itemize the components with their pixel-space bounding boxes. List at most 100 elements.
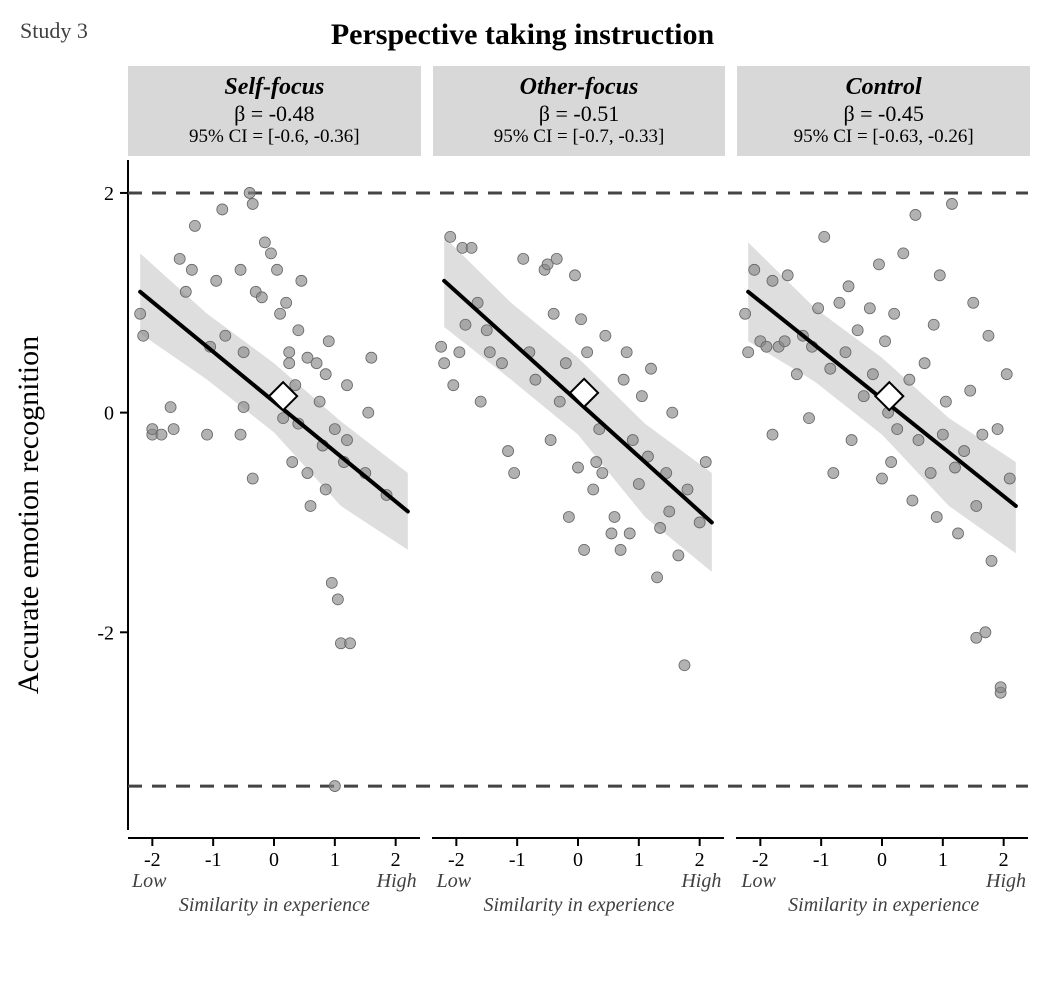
- scatter-point: [156, 429, 167, 440]
- y-tick-label: 0: [104, 403, 114, 425]
- scatter-point: [247, 473, 258, 484]
- scatter-point: [165, 402, 176, 413]
- scatter-point: [320, 484, 331, 495]
- scatter-point: [782, 270, 793, 281]
- scatter-point: [275, 308, 286, 319]
- facet-header: Controlβ = -0.4595% CI = [-0.63, -0.26]: [737, 66, 1030, 156]
- x-low-label: Low: [741, 870, 775, 893]
- scatter-point: [946, 198, 957, 209]
- scatter-point: [880, 336, 891, 347]
- scatter-point: [320, 369, 331, 380]
- scatter-point: [621, 347, 632, 358]
- scatter-point: [931, 511, 942, 522]
- facet-header: Other-focusβ = -0.5195% CI = [-0.7, -0.3…: [433, 66, 726, 156]
- scatter-point: [551, 253, 562, 264]
- scatter-point: [530, 374, 541, 385]
- scatter-point: [864, 303, 875, 314]
- x-tick-label: 0: [269, 849, 279, 870]
- x-tick-label: 1: [634, 849, 644, 870]
- x-tick-label: -1: [813, 849, 830, 870]
- scatter-point: [366, 352, 377, 363]
- scatter-point: [454, 347, 465, 358]
- scatter-point: [496, 358, 507, 369]
- scatter-point: [363, 407, 374, 418]
- scatter-point: [828, 468, 839, 479]
- scatter-point: [767, 429, 778, 440]
- scatter-point: [646, 363, 657, 374]
- scatter-point: [281, 297, 292, 308]
- scatter-point: [889, 308, 900, 319]
- scatter-point: [448, 380, 459, 391]
- scatter-point: [284, 347, 295, 358]
- scatter-point: [329, 781, 340, 792]
- scatter-point: [287, 457, 298, 468]
- scatter-point: [767, 275, 778, 286]
- scatter-point: [138, 330, 149, 341]
- scatter-point: [597, 468, 608, 479]
- scatter-point: [892, 424, 903, 435]
- x-low-label: Low: [132, 870, 166, 893]
- scatter-point: [953, 528, 964, 539]
- scatter-point: [345, 638, 356, 649]
- scatter-point: [804, 413, 815, 424]
- scatter-point: [481, 325, 492, 336]
- scatter-point: [180, 286, 191, 297]
- scatter-point: [311, 358, 322, 369]
- scatter-point: [591, 457, 602, 468]
- scatter-point: [624, 528, 635, 539]
- scatter-point: [314, 396, 325, 407]
- scatter-point: [296, 275, 307, 286]
- scatter-point: [664, 506, 675, 517]
- x-high-label: High: [377, 870, 417, 893]
- scatter-point: [235, 429, 246, 440]
- scatter-point: [679, 660, 690, 671]
- scatter-point: [302, 468, 313, 479]
- scatter-point: [293, 325, 304, 336]
- scatter-point: [761, 341, 772, 352]
- scatter-point: [904, 374, 915, 385]
- scatter-point: [925, 468, 936, 479]
- x-tick-label: -2: [752, 849, 769, 870]
- scatter-point: [983, 330, 994, 341]
- scatter-point: [977, 429, 988, 440]
- scatter-point: [959, 446, 970, 457]
- scatter-point: [545, 435, 556, 446]
- scatter-point: [445, 231, 456, 242]
- scatter-point: [202, 429, 213, 440]
- scatter-point: [238, 347, 249, 358]
- scatter-point: [877, 473, 888, 484]
- scatter-point: [813, 303, 824, 314]
- scatter-point: [910, 209, 921, 220]
- scatter-point: [913, 435, 924, 446]
- x-tick-label: 2: [999, 849, 1009, 870]
- scatter-point: [518, 253, 529, 264]
- scatter-point: [475, 396, 486, 407]
- x-tick-label: 0: [573, 849, 583, 870]
- scatter-point: [791, 369, 802, 380]
- facet-title: Control: [846, 74, 922, 100]
- scatter-point: [576, 314, 587, 325]
- scatter-point: [329, 424, 340, 435]
- facet-ci: 95% CI = [-0.7, -0.33]: [494, 126, 665, 148]
- scatter-point: [466, 242, 477, 253]
- scatter-point: [323, 336, 334, 347]
- scatter-point: [934, 270, 945, 281]
- scatter-point: [655, 522, 666, 533]
- scatter-point: [673, 550, 684, 561]
- facet-title: Other-focus: [520, 74, 639, 100]
- scatter-point: [971, 500, 982, 511]
- scatter-point: [700, 457, 711, 468]
- scatter-point: [743, 347, 754, 358]
- x-tick-label: 1: [938, 849, 948, 870]
- scatter-point: [682, 484, 693, 495]
- scatter-point: [928, 319, 939, 330]
- facet-beta: β = -0.45: [843, 101, 923, 126]
- scatter-point: [898, 248, 909, 259]
- scatter-point: [968, 297, 979, 308]
- scatter-point: [667, 407, 678, 418]
- scatter-point: [846, 435, 857, 446]
- scatter-point: [886, 457, 897, 468]
- facet-header: Self-focusβ = -0.4895% CI = [-0.6, -0.36…: [128, 66, 421, 156]
- scatter-point: [509, 468, 520, 479]
- scatter-point: [843, 281, 854, 292]
